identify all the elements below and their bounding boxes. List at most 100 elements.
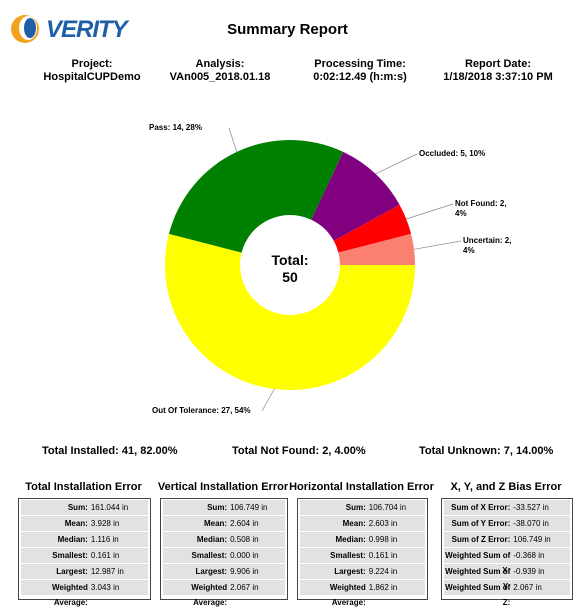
row-value: 106.749 in xyxy=(230,503,268,512)
data-label: Pass: 14, 28% xyxy=(149,123,202,132)
row-label: Mean: xyxy=(203,519,228,528)
table-row: Sum of X Error: -33.527 in xyxy=(444,500,570,515)
row-value: 0.161 in xyxy=(368,551,398,560)
row-label: Weighted Average: xyxy=(191,583,228,607)
donut-segment xyxy=(333,204,412,253)
data-label: Not Found: 2, 4% xyxy=(455,199,507,218)
info-label: Processing Time: xyxy=(314,58,406,70)
table-row: Sum of Z Error: 106.749 in xyxy=(444,532,570,547)
table-row: Sum: 106.749 in xyxy=(163,500,285,515)
donut-chart: Total:50 xyxy=(165,127,462,412)
row-value: 106.704 in xyxy=(368,503,407,512)
row-value: 2.604 in xyxy=(230,519,259,528)
row-value: 12.987 in xyxy=(90,567,124,576)
table: Sum of X Error: -33.527 in Sum of Y Error:… xyxy=(441,498,573,607)
table-row: Weighted Average: 2.067 in xyxy=(163,580,285,607)
data-label: Out Of Tolerance: 27, 54% xyxy=(152,406,251,415)
data-label: Occluded: 5, 10% xyxy=(419,149,486,158)
table-title: Vertical Installation Error xyxy=(157,481,289,493)
row-label: Median: xyxy=(335,535,366,544)
table: Sum: 106.704 in Mean: 2.603 in Median: 0.998 … xyxy=(297,498,428,607)
table-row: Mean: 2.604 in xyxy=(163,516,285,531)
table-title: Horizontal Installation Error xyxy=(289,481,434,493)
table-row: Weighted Average: 1.862 in xyxy=(300,580,425,607)
row-value: 0.161 in xyxy=(90,551,120,560)
row-value: -0.368 in xyxy=(513,551,545,560)
leader-line xyxy=(228,127,238,153)
data-label: Uncertain: 2, 4% xyxy=(463,236,512,255)
row-label: Sum: xyxy=(207,503,228,512)
info-item: Report Date: 1/18/2018 3:37:10 PM xyxy=(428,58,568,84)
row-label: Sum of Y Error: xyxy=(451,519,511,528)
row-label: Largest: xyxy=(334,567,366,576)
total-item: Total Unknown: 7, 14.00% xyxy=(419,445,554,457)
table-row: Mean: 3.928 in xyxy=(21,516,148,531)
row-value: -33.527 in xyxy=(513,503,549,512)
row-value: 1.116 in xyxy=(90,535,119,544)
table: Sum: 161.044 in Mean: 3.928 in Median: 1.116 … xyxy=(18,498,151,607)
table-row: Smallest: 0.161 in xyxy=(300,548,425,563)
logo-text: VERITY xyxy=(46,16,128,43)
table-row: Weighted Sum of Y: -0.939 in xyxy=(444,564,570,591)
row-label: Median: xyxy=(196,535,228,544)
row-value: 0.508 in xyxy=(230,535,259,544)
table-row: Smallest: 0.161 in xyxy=(21,548,148,563)
donut-segment xyxy=(165,233,415,390)
table: Sum: 106.749 in Mean: 2.604 in Median: 0.508 … xyxy=(160,498,288,607)
row-label: Weighted Average: xyxy=(329,583,366,607)
info-value: 1/18/2018 3:37:10 PM xyxy=(443,71,553,83)
row-label: Mean: xyxy=(64,519,88,528)
row-value: 0.000 in xyxy=(230,551,259,560)
row-label: Sum: xyxy=(67,503,88,512)
table-row: Smallest: 0.000 in xyxy=(163,548,285,563)
table-row: Weighted Sum of Z: 2.067 in xyxy=(444,580,570,607)
info-item: Analysis: VAn005_2018.01.18 xyxy=(150,58,290,84)
leader-line xyxy=(413,240,462,250)
row-label: Sum of Z Error: xyxy=(451,535,511,544)
row-label: Weighted Average: xyxy=(51,583,88,607)
row-value: 0.998 in xyxy=(368,535,398,544)
info-item: Processing Time: 0:02:12.49 (h:m:s) xyxy=(290,58,430,84)
info-label: Report Date: xyxy=(464,58,531,70)
center-total: 50 xyxy=(282,269,298,285)
table-row: Median: 0.998 in xyxy=(300,532,425,547)
table-row: Median: 0.508 in xyxy=(163,532,285,547)
row-label: Weighted Sum of X: xyxy=(445,551,511,575)
row-value: 9.224 in xyxy=(368,567,398,576)
table-row: Largest: 9.224 in xyxy=(300,564,425,579)
info-label: Project: xyxy=(71,58,113,70)
row-label: Largest: xyxy=(56,567,88,576)
row-label: Mean: xyxy=(342,519,366,528)
row-label: Sum of X Error: xyxy=(451,503,511,512)
table-row: Largest: 12.987 in xyxy=(21,564,148,579)
leader-line xyxy=(406,203,454,220)
info-label: Analysis: xyxy=(195,58,245,70)
info-value: VAn005_2018.01.18 xyxy=(169,71,271,83)
row-value: 2.067 in xyxy=(513,583,542,592)
row-label: Largest: xyxy=(195,567,228,576)
leader-line xyxy=(261,388,275,412)
info-value: HospitalCUPDemo xyxy=(43,71,141,83)
table-row: Median: 1.116 in xyxy=(21,532,148,547)
table-row: Sum of Y Error: -38.070 in xyxy=(444,516,570,531)
row-value: -38.070 in xyxy=(513,519,549,528)
total-item: Total Not Found: 2, 4.00% xyxy=(232,445,366,457)
row-label: Smallest: xyxy=(52,551,88,560)
table-title: Total Installation Error xyxy=(25,481,142,493)
row-label: Sum: xyxy=(345,503,366,512)
report-title: Summary Report xyxy=(227,21,348,38)
donut-segment xyxy=(168,140,344,253)
row-label: Weighted Sum of Z: xyxy=(445,583,511,607)
center-label: Total: xyxy=(271,252,308,268)
row-label: Smallest: xyxy=(191,551,228,560)
table-row: Weighted Sum of X: -0.368 in xyxy=(444,548,570,575)
row-label: Median: xyxy=(57,535,88,544)
row-label: Smallest: xyxy=(330,551,366,560)
table-row: Largest: 9.906 in xyxy=(163,564,285,579)
donut-segment xyxy=(311,151,400,241)
info-value: 0:02:12.49 (h:m:s) xyxy=(313,71,407,83)
table-row: Sum: 161.044 in xyxy=(21,500,148,515)
row-value: 1.862 in xyxy=(368,583,398,592)
leader-line xyxy=(375,153,418,175)
